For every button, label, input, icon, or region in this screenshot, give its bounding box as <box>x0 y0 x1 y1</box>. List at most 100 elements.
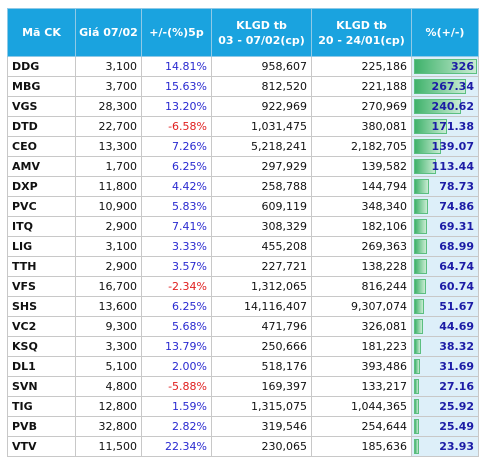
table-cell: 225,186 <box>311 56 412 77</box>
table-cell: 1,315,075 <box>211 396 312 417</box>
table-row: VFS 16,700 -2.34% 1,312,065 816,244 60.74 <box>7 276 479 297</box>
table-cell: 3,700 <box>75 76 142 97</box>
ratio-cell: 38.32 <box>411 336 479 357</box>
table-row: SHS 13,600 6.25% 14,116,407 9,307,074 51.67 <box>7 296 479 317</box>
table-row: PVC 10,900 5.83% 609,119 348,340 74.86 <box>7 196 479 217</box>
ratio-cell: 27.16 <box>411 376 479 397</box>
ratio-value: 68.99 <box>439 240 474 253</box>
table-cell: VTV <box>7 436 76 457</box>
table-cell: 1.59% <box>141 396 212 417</box>
table-cell: 2,182,705 <box>311 136 412 157</box>
table-cell: 181,223 <box>311 336 412 357</box>
ratio-cell: 69.31 <box>411 216 479 237</box>
data-bar <box>414 59 477 74</box>
table-cell: 4,800 <box>75 376 142 397</box>
ratio-value: 267.34 <box>431 80 474 93</box>
header-cell: KLGD tb 20 - 24/01(cp) <box>311 8 412 57</box>
ratio-value: 240.62 <box>431 100 474 113</box>
table-cell: 5,218,241 <box>211 136 312 157</box>
ratio-cell: 240.62 <box>411 96 479 117</box>
table-cell: 2.00% <box>141 356 212 377</box>
table-cell: TTH <box>7 256 76 277</box>
table-cell: 28,300 <box>75 96 142 117</box>
table-cell: MBG <box>7 76 76 97</box>
data-bar <box>414 79 466 94</box>
table-cell: 185,636 <box>311 436 412 457</box>
table-cell: 270,969 <box>311 96 412 117</box>
table-cell: 14.81% <box>141 56 212 77</box>
table-cell: 258,788 <box>211 176 312 197</box>
table-cell: 2.82% <box>141 416 212 437</box>
table-row: LIG 3,100 3.33% 455,208 269,363 68.99 <box>7 236 479 257</box>
data-bar <box>414 159 436 174</box>
table-cell: 32,800 <box>75 416 142 437</box>
table-cell: 227,721 <box>211 256 312 277</box>
table-cell: 4.42% <box>141 176 212 197</box>
data-bar <box>414 119 448 134</box>
table-cell: 1,700 <box>75 156 142 177</box>
table-cell: 3,100 <box>75 236 142 257</box>
table-cell: 22,700 <box>75 116 142 137</box>
ratio-cell: 171.38 <box>411 116 479 137</box>
ratio-value: 60.74 <box>439 280 474 293</box>
table-cell: 1,031,475 <box>211 116 312 137</box>
table-cell: 11,800 <box>75 176 142 197</box>
table-cell: 7.41% <box>141 216 212 237</box>
table-cell: SVN <box>7 376 76 397</box>
table-cell: 922,969 <box>211 96 312 117</box>
header-cell: Mã CK <box>7 8 76 57</box>
table-cell: 133,217 <box>311 376 412 397</box>
table-cell: 319,546 <box>211 416 312 437</box>
table-cell: 169,397 <box>211 376 312 397</box>
data-bar <box>414 139 441 154</box>
table-cell: 6.25% <box>141 156 212 177</box>
table-cell: 2,900 <box>75 256 142 277</box>
table-row: CEO 13,300 7.26% 5,218,241 2,182,705 139.07 <box>7 136 479 157</box>
table-row: DXP 11,800 4.42% 258,788 144,794 78.73 <box>7 176 479 197</box>
ratio-value: 64.74 <box>439 260 474 273</box>
table-cell: 12,800 <box>75 396 142 417</box>
table-cell: DL1 <box>7 356 76 377</box>
data-bar <box>414 319 423 334</box>
table-cell: VC2 <box>7 316 76 337</box>
header-cell: Giá 07/02 <box>75 8 142 57</box>
table-row: TTH 2,900 3.57% 227,721 138,228 64.74 <box>7 256 479 277</box>
ratio-cell: 139.07 <box>411 136 479 157</box>
table-cell: -5.88% <box>141 376 212 397</box>
table-cell: 9,300 <box>75 316 142 337</box>
table-cell: 455,208 <box>211 236 312 257</box>
ratio-cell: 113.44 <box>411 156 479 177</box>
table-row: VGS 28,300 13.20% 922,969 270,969 240.62 <box>7 96 479 117</box>
table-cell: 139,582 <box>311 156 412 177</box>
table-cell: AMV <box>7 156 76 177</box>
table-cell: -2.34% <box>141 276 212 297</box>
ratio-value: 326 <box>451 60 474 73</box>
table-cell: 5.83% <box>141 196 212 217</box>
table-cell: 609,119 <box>211 196 312 217</box>
ratio-cell: 326 <box>411 56 479 77</box>
table-cell: 816,244 <box>311 276 412 297</box>
table-cell: -6.58% <box>141 116 212 137</box>
table-cell: TIG <box>7 396 76 417</box>
header-cell: +/-(%)5p <box>141 8 212 57</box>
table-cell: 269,363 <box>311 236 412 257</box>
table-cell: 14,116,407 <box>211 296 312 317</box>
table-cell: 3.33% <box>141 236 212 257</box>
data-bar <box>414 259 427 274</box>
table-cell: 1,044,365 <box>311 396 412 417</box>
table-cell: 144,794 <box>311 176 412 197</box>
table-cell: 3.57% <box>141 256 212 277</box>
table-cell: PVC <box>7 196 76 217</box>
table-cell: 6.25% <box>141 296 212 317</box>
table-cell: KSQ <box>7 336 76 357</box>
table-cell: 7.26% <box>141 136 212 157</box>
table-cell: LIG <box>7 236 76 257</box>
table-cell: 221,188 <box>311 76 412 97</box>
ratio-value: 139.07 <box>431 140 474 153</box>
ratio-cell: 44.69 <box>411 316 479 337</box>
data-bar <box>414 339 422 354</box>
table-row: VC2 9,300 5.68% 471,796 326,081 44.69 <box>7 316 479 337</box>
header-cell: %(+/-) <box>411 8 479 57</box>
table-cell: 393,486 <box>311 356 412 377</box>
